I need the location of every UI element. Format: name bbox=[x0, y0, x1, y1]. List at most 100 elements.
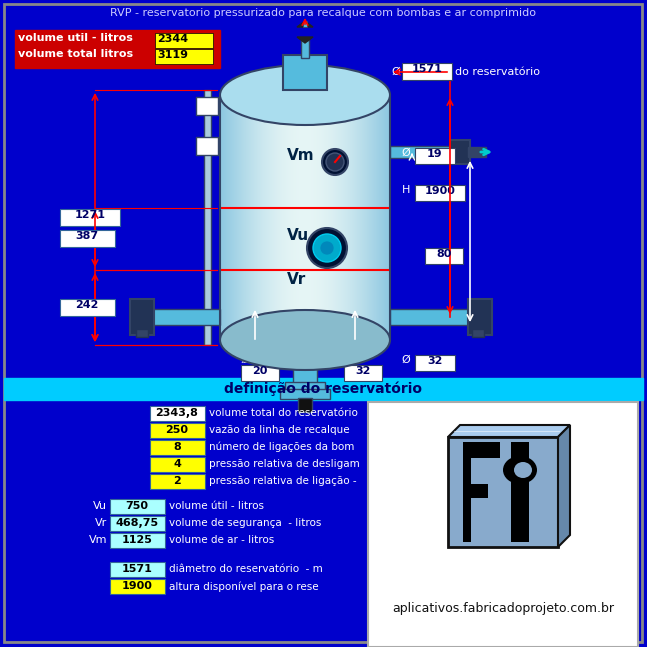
Text: definição do reservatório: definição do reservatório bbox=[224, 382, 422, 397]
Text: pressão relativa de ligação -: pressão relativa de ligação - bbox=[209, 476, 356, 486]
Bar bbox=[241, 365, 279, 381]
Text: 19: 19 bbox=[427, 149, 443, 159]
Bar bbox=[150, 423, 205, 438]
Text: RVP - reservatorio pressurizado para recalque com bombas e ar comprimido: RVP - reservatorio pressurizado para rec… bbox=[110, 8, 536, 18]
Bar bbox=[468, 299, 492, 335]
Bar bbox=[415, 355, 455, 371]
Bar bbox=[390, 309, 470, 325]
Ellipse shape bbox=[313, 234, 341, 262]
Text: volume de segurança  - litros: volume de segurança - litros bbox=[169, 518, 322, 528]
Bar bbox=[150, 474, 205, 489]
Bar bbox=[301, 40, 309, 58]
Text: 250: 250 bbox=[166, 425, 188, 435]
Ellipse shape bbox=[514, 462, 532, 478]
Bar bbox=[150, 406, 205, 421]
Bar bbox=[280, 389, 330, 399]
Bar bbox=[136, 329, 148, 337]
Bar bbox=[110, 533, 165, 548]
Bar bbox=[415, 148, 455, 164]
Bar bbox=[150, 309, 220, 325]
Bar bbox=[303, 21, 307, 27]
Bar bbox=[453, 442, 471, 542]
Bar bbox=[511, 442, 529, 542]
Text: 242: 242 bbox=[75, 300, 99, 309]
Text: altura disponível para o rese: altura disponível para o rese bbox=[169, 581, 318, 591]
Bar bbox=[155, 33, 213, 48]
Text: Ø: Ø bbox=[391, 67, 400, 77]
Text: Ø: Ø bbox=[401, 355, 410, 365]
Text: H: H bbox=[402, 185, 410, 195]
Bar bbox=[472, 329, 484, 337]
Text: Vu: Vu bbox=[287, 228, 309, 243]
Text: 1271: 1271 bbox=[74, 210, 105, 219]
Ellipse shape bbox=[220, 310, 390, 370]
Text: Vm: Vm bbox=[89, 535, 107, 545]
Bar bbox=[110, 499, 165, 514]
Text: Ø: Ø bbox=[401, 148, 410, 158]
Text: 2343,8: 2343,8 bbox=[155, 408, 199, 418]
Text: aplicativos.fabricadoprojeto.com.br: aplicativos.fabricadoprojeto.com.br bbox=[392, 602, 614, 615]
Bar bbox=[390, 146, 455, 158]
Text: 32: 32 bbox=[427, 356, 443, 366]
Text: Ø: Ø bbox=[344, 355, 353, 365]
Bar bbox=[15, 30, 220, 68]
Bar bbox=[60, 208, 120, 226]
Text: 1900: 1900 bbox=[424, 186, 455, 196]
Polygon shape bbox=[297, 21, 313, 27]
Bar bbox=[453, 442, 463, 542]
Bar bbox=[298, 398, 312, 412]
Bar bbox=[415, 185, 465, 201]
Text: 468,75: 468,75 bbox=[115, 518, 159, 528]
Bar bbox=[285, 382, 325, 390]
Bar bbox=[293, 365, 317, 383]
Text: 750: 750 bbox=[126, 501, 149, 511]
Text: volume total do reservatório: volume total do reservatório bbox=[209, 408, 358, 418]
Bar bbox=[60, 298, 115, 316]
Text: 2344: 2344 bbox=[157, 34, 188, 44]
Ellipse shape bbox=[320, 241, 334, 255]
Bar bbox=[468, 147, 486, 157]
Text: 1900: 1900 bbox=[122, 581, 153, 591]
Bar bbox=[60, 230, 115, 247]
Bar bbox=[150, 457, 205, 472]
Text: Vu: Vu bbox=[93, 501, 107, 511]
Bar bbox=[204, 90, 211, 345]
Bar bbox=[130, 299, 154, 335]
Bar bbox=[453, 442, 500, 458]
Text: volume total litros: volume total litros bbox=[18, 49, 133, 59]
Bar bbox=[344, 365, 382, 381]
Text: 8: 8 bbox=[173, 442, 181, 452]
Text: Ø: Ø bbox=[241, 355, 249, 365]
Bar bbox=[150, 440, 205, 455]
Ellipse shape bbox=[326, 153, 344, 171]
Text: número de ligações da bom: número de ligações da bom bbox=[209, 442, 355, 452]
Text: Vr: Vr bbox=[287, 272, 306, 287]
Bar bbox=[110, 562, 165, 577]
Bar bbox=[4, 378, 643, 400]
Text: 4: 4 bbox=[173, 459, 181, 469]
Bar bbox=[448, 437, 558, 547]
Bar bbox=[110, 516, 165, 531]
Text: 20: 20 bbox=[252, 366, 268, 376]
Text: volume util - litros: volume util - litros bbox=[18, 33, 133, 43]
Text: do reservatório: do reservatório bbox=[455, 67, 540, 77]
Bar bbox=[453, 484, 488, 498]
Bar bbox=[110, 579, 165, 594]
Bar bbox=[155, 49, 213, 64]
Text: 1571: 1571 bbox=[411, 64, 443, 74]
Text: diâmetro do reservatório  - m: diâmetro do reservatório - m bbox=[169, 564, 323, 574]
Text: vazão da linha de recalque: vazão da linha de recalque bbox=[209, 425, 349, 435]
Bar bbox=[220, 95, 390, 340]
Text: 387: 387 bbox=[76, 231, 98, 241]
Ellipse shape bbox=[220, 65, 390, 125]
Bar bbox=[196, 97, 218, 115]
Ellipse shape bbox=[322, 149, 348, 175]
Text: Vm: Vm bbox=[287, 148, 314, 163]
Text: 80: 80 bbox=[436, 249, 452, 259]
Text: volume útil - litros: volume útil - litros bbox=[169, 501, 264, 511]
Bar bbox=[283, 55, 327, 90]
Polygon shape bbox=[297, 37, 313, 43]
Text: 3119: 3119 bbox=[157, 50, 188, 60]
Bar bbox=[368, 402, 638, 647]
Bar bbox=[402, 63, 452, 80]
